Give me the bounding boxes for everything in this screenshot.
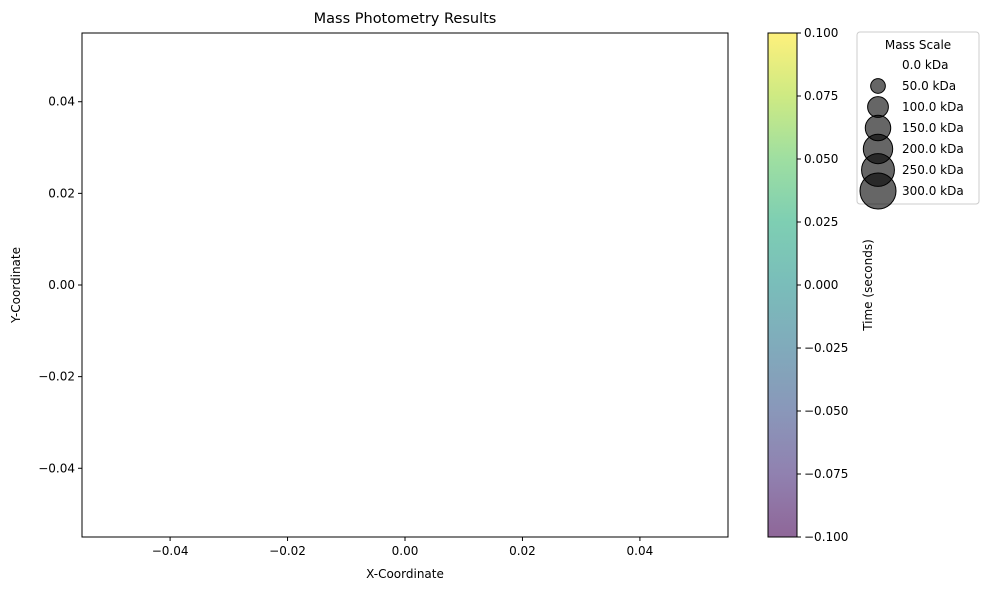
x-tick-label: 0.04	[627, 544, 654, 558]
colorbar-tick-label: −0.050	[804, 404, 848, 418]
chart-title: Mass Photometry Results	[314, 11, 497, 27]
legend-marker	[859, 172, 897, 210]
legend-entry-label: 250.0 kDa	[902, 163, 964, 177]
legend: Mass Scale 0.0 kDa 50.0 kDa 100.0 kDa 150.0…	[856, 31, 980, 210]
y-tick-label: −0.04	[38, 461, 75, 475]
colorbar-tick-label: 0.050	[804, 152, 838, 166]
x-axis-ticks: −0.04 −0.02 0.00 0.02 0.04	[152, 537, 654, 558]
y-tick-label: 0.04	[48, 95, 75, 109]
legend-entry-label: 200.0 kDa	[902, 142, 964, 156]
colorbar-label: Time (seconds)	[861, 239, 875, 332]
legend-entry-label: 50.0 kDa	[902, 79, 956, 93]
colorbar-tick-label: 0.100	[804, 26, 838, 40]
colorbar-tick-label: 0.000	[804, 278, 838, 292]
colorbar-tick-label: −0.100	[804, 530, 848, 544]
y-tick-label: −0.02	[38, 370, 75, 384]
x-axis-label: X-Coordinate	[366, 567, 444, 581]
y-axis-label: Y-Coordinate	[9, 247, 23, 324]
colorbar-tick-label: 0.025	[804, 215, 838, 229]
y-tick-label: 0.00	[48, 278, 75, 292]
x-tick-label: 0.00	[392, 544, 419, 558]
x-tick-label: 0.02	[509, 544, 536, 558]
legend-entry-label: 0.0 kDa	[902, 58, 948, 72]
legend-entry-label: 150.0 kDa	[902, 121, 964, 135]
plot-area	[81, 32, 729, 538]
colorbar-tick-label: −0.025	[804, 341, 848, 355]
legend-entry-label: 100.0 kDa	[902, 100, 964, 114]
legend-title: Mass Scale	[885, 38, 951, 52]
x-tick-label: −0.04	[152, 544, 189, 558]
y-axis-ticks: −0.04 −0.02 0.00 0.02 0.04	[38, 95, 82, 475]
colorbar	[767, 32, 798, 538]
colorbar-tick-label: 0.075	[804, 89, 838, 103]
legend-marker	[867, 96, 889, 118]
legend-entries: 0.0 kDa 50.0 kDa 100.0 kDa 150.0 kDa 200.0 k…	[859, 58, 964, 210]
y-tick-label: 0.02	[48, 186, 75, 200]
legend-entry-label: 300.0 kDa	[902, 184, 964, 198]
legend-marker	[870, 78, 886, 94]
x-tick-label: −0.02	[269, 544, 306, 558]
colorbar-tick-label: −0.075	[804, 467, 848, 481]
colorbar-ticks: −0.100 −0.075 −0.050 −0.025 0.000 0.025 0.050 0…	[797, 26, 848, 544]
